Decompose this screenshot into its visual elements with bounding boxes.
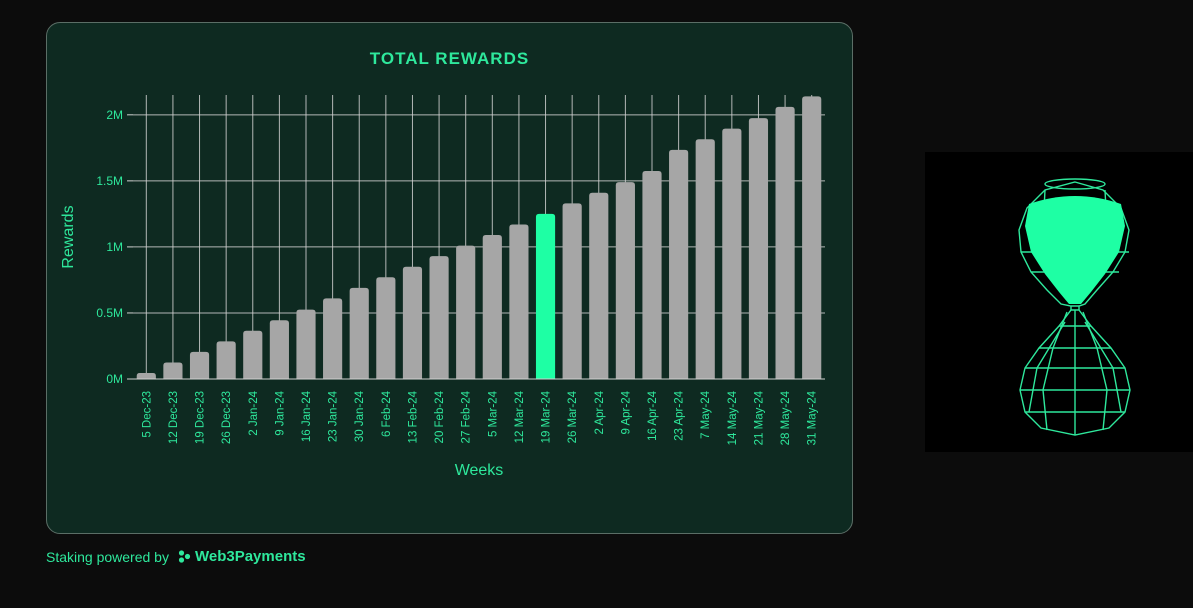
x-tick-label: 5 Mar-24 bbox=[487, 390, 499, 437]
x-tick-label: 2 Apr-24 bbox=[594, 390, 606, 434]
bar-14-may-24 bbox=[722, 128, 742, 379]
hourglass-icon bbox=[1018, 178, 1131, 436]
bar-2-apr-24 bbox=[589, 192, 609, 379]
bar-19-mar-24 bbox=[535, 213, 556, 379]
bar-6-feb-24 bbox=[376, 277, 396, 379]
bar-19-dec-23 bbox=[189, 351, 210, 379]
x-tick-label: 16 Jan-24 bbox=[301, 390, 313, 442]
x-tick-label: 26 Mar-24 bbox=[567, 390, 579, 443]
x-tick-label: 5 Dec-23 bbox=[141, 391, 153, 438]
chart-title: TOTAL REWARDS bbox=[369, 49, 530, 68]
x-tick-label: 19 Dec-23 bbox=[195, 391, 207, 444]
y-tick-label: 0.5M bbox=[96, 306, 123, 320]
bar-21-may-24 bbox=[748, 118, 769, 380]
y-axis-label: Rewards bbox=[60, 205, 77, 268]
bar-27-feb-24 bbox=[456, 245, 476, 379]
x-tick-label: 9 Apr-24 bbox=[620, 390, 632, 434]
brand-link[interactable]: Web3Payments bbox=[178, 548, 306, 565]
x-tick-label: 13 Feb-24 bbox=[407, 390, 419, 443]
bar-16-jan-24 bbox=[296, 309, 316, 379]
web3payments-logo-icon bbox=[178, 549, 191, 563]
x-tick-label: 28 May-24 bbox=[780, 390, 792, 445]
x-tick-label: 19 Mar-24 bbox=[541, 390, 553, 443]
x-tick-label: 31 May-24 bbox=[807, 390, 819, 445]
y-tick-label: 1.5M bbox=[96, 174, 123, 188]
x-tick-label: 12 Dec-23 bbox=[168, 391, 180, 444]
x-tick-label: 6 Feb-24 bbox=[381, 390, 393, 437]
bar-26-mar-24 bbox=[562, 203, 582, 379]
bar-2-jan-24 bbox=[243, 330, 263, 379]
chart-card: TOTAL REWARDS 0M 0.5M 1M 1.5M 2M 5 Dec-23 12 D… bbox=[46, 22, 853, 534]
staking-footer: Staking powered by Web3Payments bbox=[46, 548, 306, 565]
x-tick-label: 12 Mar-24 bbox=[514, 390, 526, 443]
bar-31-may-24 bbox=[802, 96, 822, 380]
x-tick-label: 23 Apr-24 bbox=[674, 390, 686, 440]
bar-26-dec-23 bbox=[216, 341, 236, 379]
x-tick-label: 16 Apr-24 bbox=[647, 390, 659, 440]
y-tick-label: 2M bbox=[106, 108, 123, 122]
x-tick-label: 27 Feb-24 bbox=[461, 390, 473, 443]
x-tick-label: 23 Jan-24 bbox=[328, 390, 340, 442]
bar-9-apr-24 bbox=[615, 182, 635, 379]
brand-name: Web3Payments bbox=[194, 548, 306, 565]
x-tick-label: 9 Jan-24 bbox=[274, 390, 286, 435]
y-tick-label: 0M bbox=[106, 372, 123, 386]
bar-5-mar-24 bbox=[482, 235, 502, 379]
bar-13-feb-24 bbox=[402, 266, 423, 379]
bar-23-apr-24 bbox=[669, 149, 689, 379]
bar-23-jan-24 bbox=[323, 298, 343, 379]
hourglass-panel bbox=[925, 152, 1193, 452]
bar-30-jan-24 bbox=[349, 287, 369, 379]
bar-28-may-24 bbox=[775, 106, 795, 380]
x-tick-label: 14 May-24 bbox=[727, 390, 739, 445]
x-axis-label: Weeks bbox=[455, 462, 504, 479]
bar-12-dec-23 bbox=[163, 362, 183, 379]
y-tick-label: 1M bbox=[106, 240, 123, 254]
rewards-bar-chart: 0M 0.5M 1M 1.5M 2M 5 Dec-23 12 Dec-23 19 Dec-23… bbox=[60, 95, 825, 479]
x-tick-label: 20 Feb-24 bbox=[434, 390, 446, 443]
bar-5-dec-23 bbox=[136, 373, 156, 379]
bar-20-feb-24 bbox=[429, 256, 449, 379]
powered-by-label: Staking powered by bbox=[46, 548, 169, 565]
bar-7-may-24 bbox=[695, 139, 715, 379]
x-tick-label: 2 Jan-24 bbox=[248, 390, 260, 435]
x-tick-label: 21 May-24 bbox=[753, 390, 765, 445]
x-tick-label: 30 Jan-24 bbox=[354, 390, 366, 442]
x-tick-label: 7 May-24 bbox=[700, 390, 712, 439]
x-tick-label: 26 Dec-23 bbox=[221, 391, 233, 444]
bar-16-apr-24 bbox=[642, 170, 662, 379]
bar-9-jan-24 bbox=[269, 320, 289, 379]
bar-12-mar-24 bbox=[509, 224, 529, 379]
